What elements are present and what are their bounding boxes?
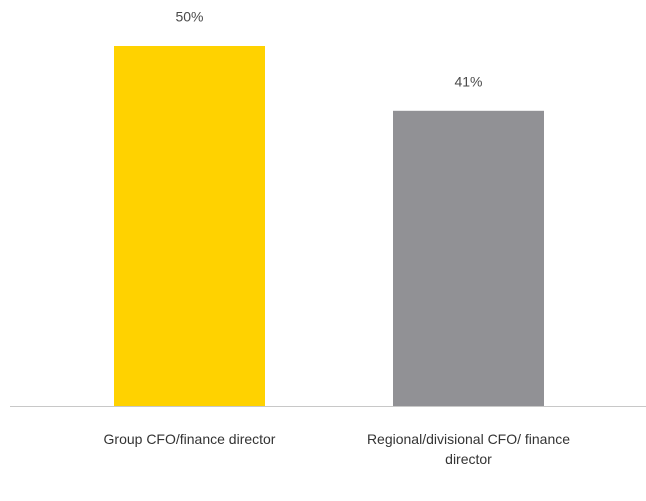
x-tick-label: Group CFO/finance director	[103, 431, 276, 447]
bar	[114, 46, 265, 406]
x-tick-label: Regional/divisional CFO/ finance directo…	[366, 431, 571, 467]
value-label: 50%	[175, 9, 203, 25]
value-label: 41%	[454, 74, 482, 90]
bar	[393, 110, 544, 407]
